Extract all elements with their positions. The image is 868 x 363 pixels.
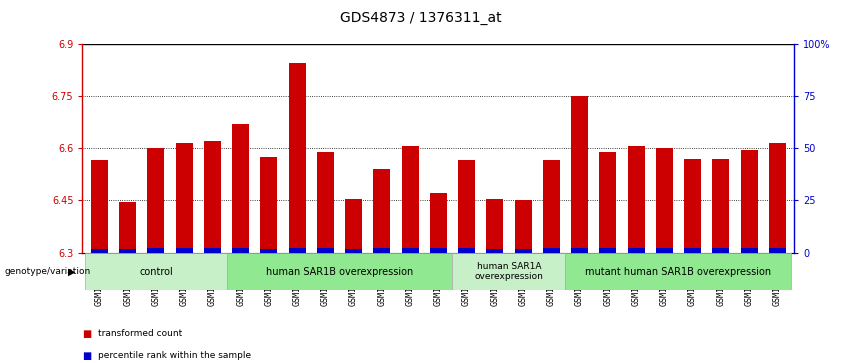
Text: control: control: [139, 266, 173, 277]
Bar: [486, 249, 503, 253]
Text: percentile rank within the sample: percentile rank within the sample: [98, 351, 251, 360]
Text: ■: ■: [82, 329, 92, 339]
Bar: [402, 146, 418, 253]
Bar: [232, 248, 249, 253]
Text: genotype/variation: genotype/variation: [4, 267, 90, 276]
Bar: [458, 160, 475, 253]
Bar: [232, 124, 249, 253]
Bar: [599, 152, 616, 253]
Bar: [402, 248, 418, 253]
Bar: [599, 248, 616, 253]
Bar: [515, 200, 531, 253]
Text: human SAR1B overexpression: human SAR1B overexpression: [266, 266, 413, 277]
Bar: [204, 141, 220, 253]
Bar: [175, 143, 193, 253]
Bar: [317, 248, 334, 253]
Bar: [656, 248, 673, 253]
Bar: [571, 96, 588, 253]
Bar: [91, 160, 108, 253]
Text: transformed count: transformed count: [98, 330, 182, 338]
Text: ▶: ▶: [68, 266, 76, 277]
Bar: [628, 248, 645, 253]
Bar: [458, 248, 475, 253]
Bar: [345, 249, 362, 253]
Bar: [119, 249, 136, 253]
Bar: [769, 143, 786, 253]
Bar: [430, 193, 447, 253]
Text: mutant human SAR1B overexpression: mutant human SAR1B overexpression: [585, 266, 772, 277]
FancyBboxPatch shape: [85, 253, 227, 290]
Bar: [373, 169, 391, 253]
Bar: [317, 152, 334, 253]
Bar: [684, 159, 701, 253]
Bar: [769, 248, 786, 253]
Bar: [713, 159, 729, 253]
Bar: [571, 248, 588, 253]
Bar: [148, 148, 164, 253]
Bar: [430, 248, 447, 253]
Text: GDS4873 / 1376311_at: GDS4873 / 1376311_at: [340, 11, 502, 25]
Bar: [289, 248, 306, 253]
Bar: [542, 160, 560, 253]
Bar: [119, 202, 136, 253]
Bar: [515, 249, 531, 253]
FancyBboxPatch shape: [565, 253, 792, 290]
Bar: [373, 248, 391, 253]
Bar: [260, 249, 278, 253]
Bar: [713, 248, 729, 253]
Bar: [204, 248, 220, 253]
FancyBboxPatch shape: [227, 253, 452, 290]
Bar: [740, 248, 758, 253]
Bar: [656, 148, 673, 253]
Bar: [175, 248, 193, 253]
Text: ■: ■: [82, 351, 92, 361]
FancyBboxPatch shape: [452, 253, 565, 290]
Bar: [486, 199, 503, 253]
Text: human SAR1A
overexpression: human SAR1A overexpression: [475, 262, 543, 281]
Bar: [740, 150, 758, 253]
Bar: [260, 157, 278, 253]
Bar: [148, 248, 164, 253]
Bar: [91, 249, 108, 253]
Bar: [542, 248, 560, 253]
Bar: [684, 248, 701, 253]
Bar: [628, 146, 645, 253]
Bar: [289, 63, 306, 253]
Bar: [345, 199, 362, 253]
